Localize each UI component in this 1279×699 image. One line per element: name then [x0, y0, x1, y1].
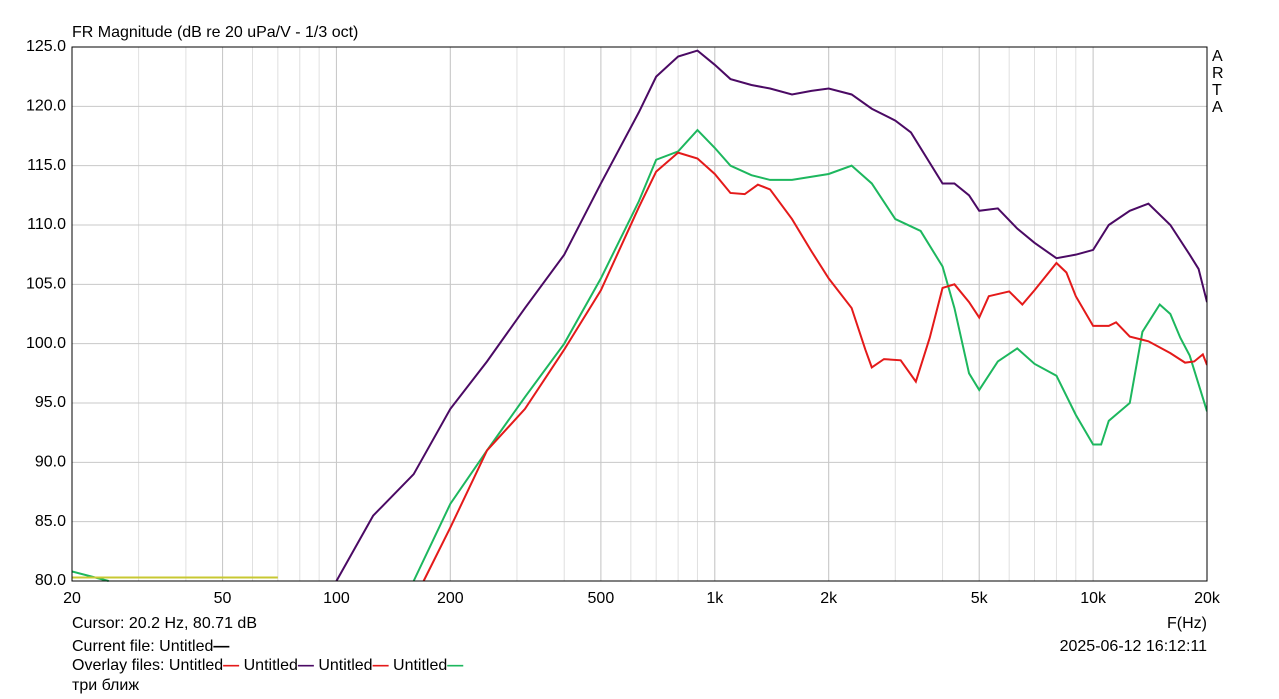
- legend-swatch: —: [223, 657, 239, 674]
- x-tick-label: 1k: [706, 590, 724, 607]
- y-tick-label: 100.0: [26, 335, 66, 352]
- x-tick-label: 10k: [1080, 590, 1107, 607]
- y-tick-label: 120.0: [26, 98, 66, 115]
- y-tick-label: 80.0: [35, 572, 66, 589]
- overlay-label: Overlay files:: [72, 657, 164, 674]
- grid: [71, 46, 1208, 582]
- y-tick-label: 90.0: [35, 454, 66, 471]
- chart-title: FR Magnitude (dB re 20 uPa/V - 1/3 oct): [72, 24, 358, 41]
- current-file: Current file: Untitled—: [72, 638, 229, 655]
- x-tick-label: 2k: [820, 590, 838, 607]
- plot-area: [72, 47, 1207, 581]
- curves: [72, 49, 1207, 582]
- series-line: [335, 49, 1207, 582]
- current-label: Current file:: [72, 638, 155, 655]
- timestamp: 2025-06-12 16:12:11: [1060, 638, 1207, 655]
- x-tick-label: 500: [588, 590, 615, 607]
- overlay-name: Untitled: [244, 657, 298, 674]
- note: три ближ: [72, 677, 139, 694]
- side-letter: A: [1212, 48, 1223, 65]
- y-tick-label: 105.0: [26, 276, 66, 293]
- x-tick-label: 200: [437, 590, 464, 607]
- x-tick-label: 5k: [971, 590, 989, 607]
- y-tick-label: 110.0: [27, 216, 66, 233]
- series-line: [422, 151, 1207, 582]
- x-tick-label: 20k: [1194, 590, 1221, 607]
- series-line: [72, 128, 1207, 582]
- current-name: Untitled: [159, 638, 213, 655]
- side-letter: R: [1212, 65, 1224, 82]
- x-axis-label: F(Hz): [1167, 615, 1207, 632]
- overlay-name: Untitled: [393, 657, 447, 674]
- x-tick-label: 50: [214, 590, 232, 607]
- y-tick-label: 115.0: [27, 157, 66, 174]
- legend-swatch: —: [447, 657, 463, 674]
- y-tick-label: 125.0: [26, 38, 66, 55]
- overlay-name: Untitled: [318, 657, 372, 674]
- plot-frame: [71, 46, 1208, 582]
- y-tick-label: 85.0: [35, 513, 66, 530]
- legend-swatch: —: [373, 657, 389, 674]
- y-tick-label: 95.0: [35, 394, 66, 411]
- cursor-readout: Cursor: 20.2 Hz, 80.71 dB: [72, 615, 257, 632]
- side-letter: A: [1212, 99, 1223, 116]
- side-letter: T: [1212, 82, 1222, 99]
- x-tick-label: 100: [323, 590, 350, 607]
- x-tick-label: 20: [63, 590, 81, 607]
- overlay-files: Overlay files: Untitled— Untitled— Untit…: [72, 657, 463, 674]
- legend-swatch: —: [298, 657, 314, 674]
- legend-swatch: —: [213, 638, 229, 655]
- overlay-name: Untitled: [169, 657, 223, 674]
